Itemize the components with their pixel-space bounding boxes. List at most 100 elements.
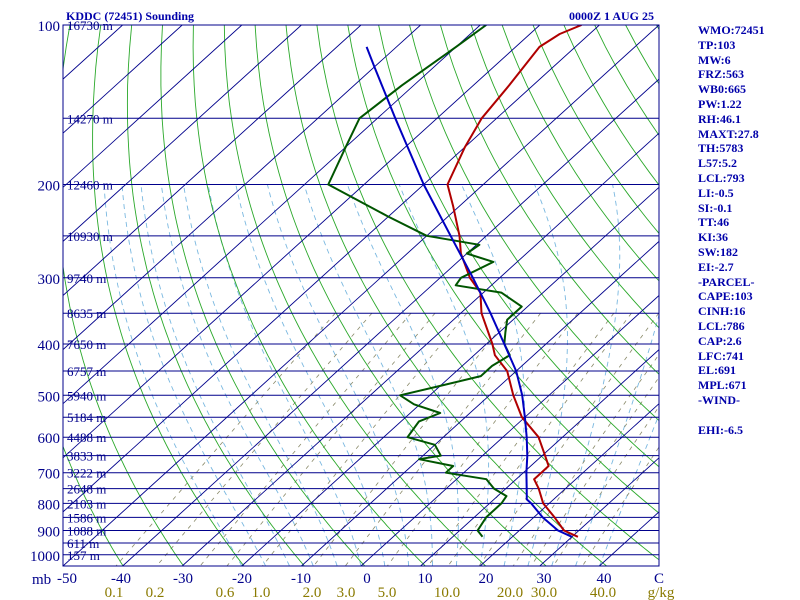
isotherm-line bbox=[539, 457, 659, 566]
pressure-tick-label: 400 bbox=[38, 338, 61, 354]
stat-line: LCL:793 bbox=[698, 171, 745, 185]
height-label: 10930 m bbox=[67, 229, 113, 244]
stat-line: EI:-2.7 bbox=[698, 259, 734, 274]
isotherm-line bbox=[420, 348, 659, 566]
temperature-tick-label: -30 bbox=[173, 571, 193, 587]
dry-adiabat-line bbox=[126, 25, 305, 566]
mixing-ratio-label: 20.0 bbox=[497, 585, 523, 600]
temperature-tick-label: -50 bbox=[57, 571, 77, 587]
stat-line: -PARCEL- bbox=[698, 274, 755, 289]
dry-adiabat-line bbox=[63, 445, 124, 566]
moist-adiabat-line bbox=[598, 413, 659, 566]
pressure-tick-label: 200 bbox=[38, 178, 61, 194]
mixing-ratio-line bbox=[447, 312, 632, 566]
height-label: 9740 m bbox=[67, 271, 106, 286]
isotherm-line bbox=[63, 25, 243, 188]
moist-adiabat-line bbox=[121, 184, 267, 566]
isotherms bbox=[63, 25, 659, 566]
stat-line: MW:6 bbox=[698, 52, 731, 67]
temperature-tick-label: -10 bbox=[291, 571, 311, 587]
moist-adiabat-line bbox=[461, 184, 525, 566]
mixing-ratio-label: 0.2 bbox=[146, 585, 165, 600]
height-label: 3222 m bbox=[67, 466, 106, 481]
stat-line: EHI:-6.5 bbox=[698, 422, 743, 437]
sounding-traces bbox=[327, 25, 582, 538]
isotherm-line bbox=[63, 25, 541, 459]
stat-line: MAXT:27.8 bbox=[698, 126, 759, 141]
mixing-ratio-label: 0.6 bbox=[216, 585, 235, 600]
stat-line: MPL:671 bbox=[698, 378, 747, 393]
temperature-tick-label: 0 bbox=[363, 571, 371, 587]
height-label: 1586 m bbox=[67, 510, 106, 525]
stat-line: WMO:72451 bbox=[698, 23, 765, 37]
height-label: 5940 m bbox=[67, 388, 106, 403]
isotherm-line bbox=[63, 25, 302, 243]
pressure-tick-label: 900 bbox=[38, 525, 61, 541]
pressure-tick-label: 1000 bbox=[30, 549, 60, 565]
temperature-tick-label: 30 bbox=[537, 571, 552, 587]
moist-adiabat-line bbox=[575, 313, 659, 566]
dry-adiabat-line bbox=[501, 25, 659, 282]
moist-adiabat-line bbox=[398, 184, 490, 566]
mixing-ratio-label: 30.0 bbox=[531, 585, 557, 600]
dry-adiabat-line bbox=[470, 25, 659, 329]
mixing-ratio-label: 0.1 bbox=[105, 585, 124, 600]
dry-adiabat-line bbox=[409, 25, 659, 422]
mixing-ratio-line bbox=[344, 312, 541, 566]
stat-line: KI:36 bbox=[698, 230, 728, 245]
mixing-ratio-line bbox=[530, 376, 659, 566]
isotherm-line bbox=[63, 25, 362, 297]
mixing-ratio-label: 3.0 bbox=[337, 585, 356, 600]
moist-adiabat-line bbox=[160, 184, 314, 566]
temperature-tick-label: 10 bbox=[418, 571, 433, 587]
pressure-tick-label: 700 bbox=[38, 467, 61, 483]
isotherm-line bbox=[63, 25, 421, 351]
stat-line: LFC:741 bbox=[698, 348, 744, 363]
isotherm-line bbox=[63, 25, 600, 513]
stat-line: CAPE:103 bbox=[698, 289, 753, 304]
stat-line: PW:1.22 bbox=[698, 97, 742, 111]
stat-line: TH:5783 bbox=[698, 141, 744, 156]
moist-adiabat-line bbox=[103, 184, 243, 566]
moist-adiabats bbox=[103, 184, 659, 566]
dry-adiabat-line bbox=[223, 25, 487, 566]
isotherm-line bbox=[63, 25, 481, 405]
isotherm-line bbox=[63, 25, 659, 566]
moist-adiabat-line bbox=[303, 184, 433, 566]
dry-adiabat-line bbox=[780, 25, 800, 566]
stat-line: LCL:786 bbox=[698, 319, 745, 333]
dry-adiabat-line bbox=[254, 25, 547, 566]
mixing-ratio-line bbox=[313, 312, 513, 566]
stat-line: SI:-0.1 bbox=[698, 200, 733, 215]
pressure-tick-label: 600 bbox=[38, 431, 61, 447]
dry-adiabat-line bbox=[749, 25, 800, 566]
temperature-tick-label: 40 bbox=[597, 571, 612, 587]
mixing-ratio-label: g/kg bbox=[648, 585, 675, 600]
mixing-ratio-label: 40.0 bbox=[590, 585, 616, 600]
moist-adiabat-line bbox=[527, 184, 568, 566]
dewpoint-trace bbox=[327, 25, 523, 538]
mixing-ratio-label: 2.0 bbox=[303, 585, 322, 600]
isotherm-line bbox=[241, 186, 659, 566]
height-label: 2648 m bbox=[67, 482, 106, 497]
stat-line: L57:5.2 bbox=[698, 156, 737, 171]
isotherm-line bbox=[122, 78, 659, 566]
stat-line: LI:-0.5 bbox=[698, 185, 734, 200]
mixing-ratio-line bbox=[115, 312, 336, 566]
height-label: 6757 m bbox=[67, 364, 106, 379]
chart-title: KDDC (72451) Sounding bbox=[66, 9, 194, 23]
temperature-tick-label: -20 bbox=[232, 571, 252, 587]
parcel-trace bbox=[365, 46, 573, 538]
mixing-ratio-line bbox=[552, 405, 659, 566]
mixing-ratio-line bbox=[262, 312, 468, 566]
height-label: 8635 m bbox=[67, 306, 106, 321]
isotherm-line bbox=[63, 25, 183, 134]
temperature-tick-label: 20 bbox=[479, 571, 494, 587]
pressure-tick-label: 300 bbox=[38, 272, 61, 288]
moist-adiabat-line bbox=[235, 184, 386, 566]
moist-adiabat-line bbox=[346, 184, 459, 566]
height-label: 2103 m bbox=[67, 496, 106, 511]
stat-line: CINH:16 bbox=[698, 304, 746, 319]
dry-adiabat-line bbox=[439, 25, 659, 375]
